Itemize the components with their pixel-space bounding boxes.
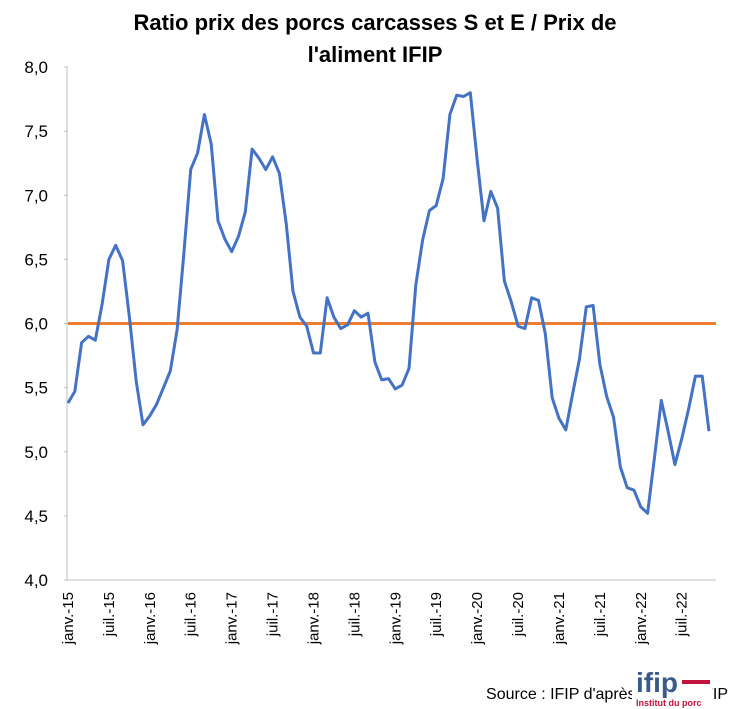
x-tick-label: juil.-22 <box>674 592 691 637</box>
y-tick-label: 4,5 <box>24 507 48 526</box>
y-tick-label: 8,0 <box>24 58 48 77</box>
logo-background <box>632 660 712 709</box>
x-tick-label: juil.-17 <box>265 592 282 637</box>
x-tick-label: juil.-15 <box>101 592 118 637</box>
y-tick-label: 5,0 <box>24 443 48 462</box>
x-tick-label: juil.-19 <box>428 592 445 637</box>
y-tick-label: 5,5 <box>24 379 48 398</box>
x-tick-label: juil.-21 <box>592 592 609 637</box>
y-tick-label: 7,5 <box>24 122 48 141</box>
x-tick-label: janv.-15 <box>60 592 77 645</box>
chart-title: Ratio prix des porcs carcasses S et E / … <box>133 10 616 35</box>
logo-bar <box>682 680 710 684</box>
y-tick-label: 4,0 <box>24 571 48 590</box>
y-tick-label: 6,5 <box>24 250 48 269</box>
data-line <box>66 91 711 515</box>
chart-title: l'aliment IFIP <box>308 42 443 67</box>
logo-tagline: Institut du porc <box>636 698 702 708</box>
logo-name: ifip <box>636 667 678 698</box>
y-tick-label: 6,0 <box>24 315 48 334</box>
x-tick-label: janv.-22 <box>633 592 650 645</box>
x-tick-label: janv.-19 <box>387 592 404 645</box>
x-tick-label: janv.-18 <box>305 592 322 645</box>
x-tick-label: juil.-16 <box>183 592 200 637</box>
x-tick-label: janv.-17 <box>224 592 241 645</box>
x-tick-label: janv.-16 <box>142 592 159 645</box>
x-tick-label: janv.-21 <box>551 592 568 645</box>
y-tick-label: 7,0 <box>24 186 48 205</box>
x-tick-label: juil.-20 <box>510 592 527 637</box>
x-tick-label: juil.-18 <box>346 592 363 637</box>
x-tick-label: janv.-20 <box>469 592 486 645</box>
